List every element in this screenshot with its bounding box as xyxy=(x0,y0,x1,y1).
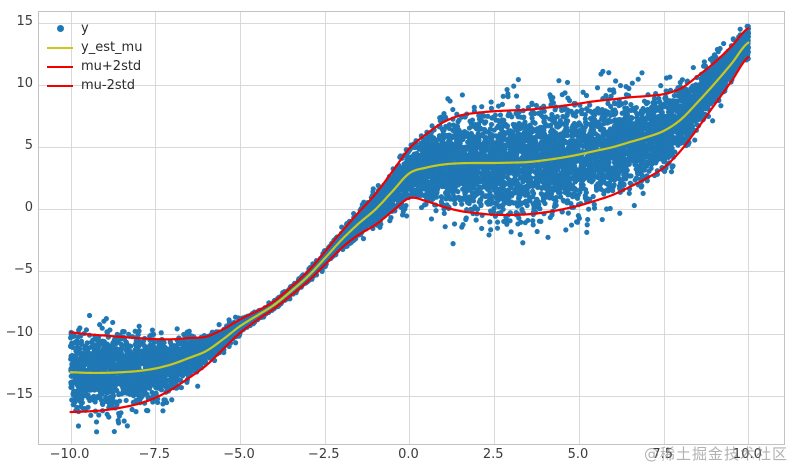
y-tick-label: −10 xyxy=(5,324,33,340)
y-tick-label: 10 xyxy=(16,75,33,91)
y-tick-label: −5 xyxy=(13,262,33,278)
x-axis-tick-labels: −10.0 −7.5 −5.0 −2.5 0.0 2.5 5.0 7.5 10.0 xyxy=(0,447,790,465)
legend-item-label: y xyxy=(81,21,89,36)
watermark-text: @稀土掘金技术社区 xyxy=(643,445,788,463)
y-tick-label: 5 xyxy=(24,138,33,154)
legend-item-label: y_est_mu xyxy=(81,40,143,55)
x-tick-label: 10.0 xyxy=(732,447,762,462)
x-tick-label: −10.0 xyxy=(49,447,90,462)
y-tick-label: −15 xyxy=(5,386,33,402)
x-tick-label: 2.5 xyxy=(482,447,504,462)
x-tick-label: 0.0 xyxy=(398,447,419,462)
x-tick-label: 5.0 xyxy=(567,447,589,462)
x-tick-label: −7.5 xyxy=(138,447,171,462)
x-tick-label: −2.5 xyxy=(307,447,340,462)
y-tick-label: 15 xyxy=(16,13,33,29)
legend-item-label: mu-2std xyxy=(81,78,135,93)
plot-area: y y_est_mu mu+2std mu-2std xyxy=(38,11,785,445)
x-tick-label: 7.5 xyxy=(652,447,674,462)
legend-line-marker-icon xyxy=(47,84,73,87)
legend: y y_est_mu mu+2std mu-2std xyxy=(47,19,142,95)
y-axis-tick-labels: 15 10 5 0 −5 −10 −15 xyxy=(0,0,33,471)
legend-item: mu+2std xyxy=(47,57,142,76)
legend-item-label: mu+2std xyxy=(81,59,142,74)
legend-line-marker-icon xyxy=(47,46,73,49)
scatter-plot-canvas xyxy=(39,12,784,444)
legend-item: mu-2std xyxy=(47,76,142,95)
legend-line-marker-icon xyxy=(47,65,73,68)
y-tick-label: 0 xyxy=(24,200,33,216)
x-tick-label: −5.0 xyxy=(223,447,255,462)
legend-dot-marker-icon xyxy=(47,25,73,32)
legend-item: y xyxy=(47,19,142,38)
legend-item: y_est_mu xyxy=(47,38,142,57)
